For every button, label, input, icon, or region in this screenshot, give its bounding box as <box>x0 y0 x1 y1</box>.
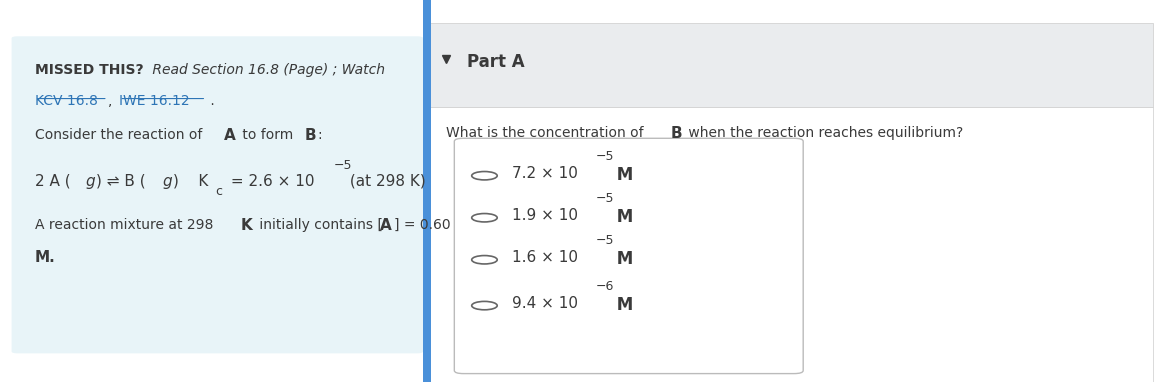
Text: (at 298 K): (at 298 K) <box>345 174 427 189</box>
Text: A reaction mixture at 298: A reaction mixture at 298 <box>35 218 218 232</box>
Text: to form: to form <box>238 128 297 142</box>
Text: −5: −5 <box>596 192 614 205</box>
Text: :: : <box>318 128 322 142</box>
Text: ,: , <box>108 94 117 108</box>
Text: 7.2 × 10: 7.2 × 10 <box>512 166 578 181</box>
Text: K: K <box>241 218 253 233</box>
Text: M: M <box>611 166 633 184</box>
Text: 9.4 × 10: 9.4 × 10 <box>512 296 578 311</box>
FancyBboxPatch shape <box>12 36 423 353</box>
Text: initially contains [: initially contains [ <box>255 218 382 232</box>
Text: A: A <box>224 128 235 143</box>
Text: 2 A (: 2 A ( <box>35 174 71 189</box>
Text: −6: −6 <box>596 280 614 293</box>
Text: −5: −5 <box>596 150 614 163</box>
FancyBboxPatch shape <box>423 0 431 382</box>
Text: B: B <box>671 126 683 141</box>
Text: Read Section 16.8 (Page) ; Watch: Read Section 16.8 (Page) ; Watch <box>148 63 385 77</box>
Text: A: A <box>380 218 392 233</box>
FancyBboxPatch shape <box>454 138 803 374</box>
Text: What is the concentration of: What is the concentration of <box>446 126 648 140</box>
Text: KCV 16.8: KCV 16.8 <box>35 94 97 108</box>
Text: M: M <box>611 296 633 314</box>
Text: B: B <box>305 128 316 143</box>
Text: )    K: ) K <box>173 174 209 189</box>
Text: ) ⇌ B (: ) ⇌ B ( <box>96 174 146 189</box>
Text: IWE 16.12: IWE 16.12 <box>119 94 190 108</box>
Text: ] = 0.60: ] = 0.60 <box>394 218 451 232</box>
Text: 1.9 × 10: 1.9 × 10 <box>512 208 578 223</box>
Text: when the reaction reaches equilibrium?: when the reaction reaches equilibrium? <box>684 126 963 140</box>
Text: MISSED THIS?: MISSED THIS? <box>35 63 144 77</box>
Text: −5: −5 <box>596 234 614 247</box>
Text: M.: M. <box>35 250 56 265</box>
FancyBboxPatch shape <box>423 107 1153 382</box>
Text: = 2.6 × 10: = 2.6 × 10 <box>226 174 314 189</box>
Text: Consider the reaction of: Consider the reaction of <box>35 128 206 142</box>
Text: −5: −5 <box>334 159 352 172</box>
Text: M: M <box>611 208 633 226</box>
Text: g: g <box>162 174 172 189</box>
FancyBboxPatch shape <box>423 23 1153 107</box>
Text: Part A: Part A <box>467 53 525 71</box>
Text: .: . <box>206 94 216 108</box>
Text: M: M <box>611 250 633 268</box>
Text: 1.6 × 10: 1.6 × 10 <box>512 250 578 265</box>
Text: c: c <box>216 185 223 198</box>
Text: g: g <box>86 174 95 189</box>
